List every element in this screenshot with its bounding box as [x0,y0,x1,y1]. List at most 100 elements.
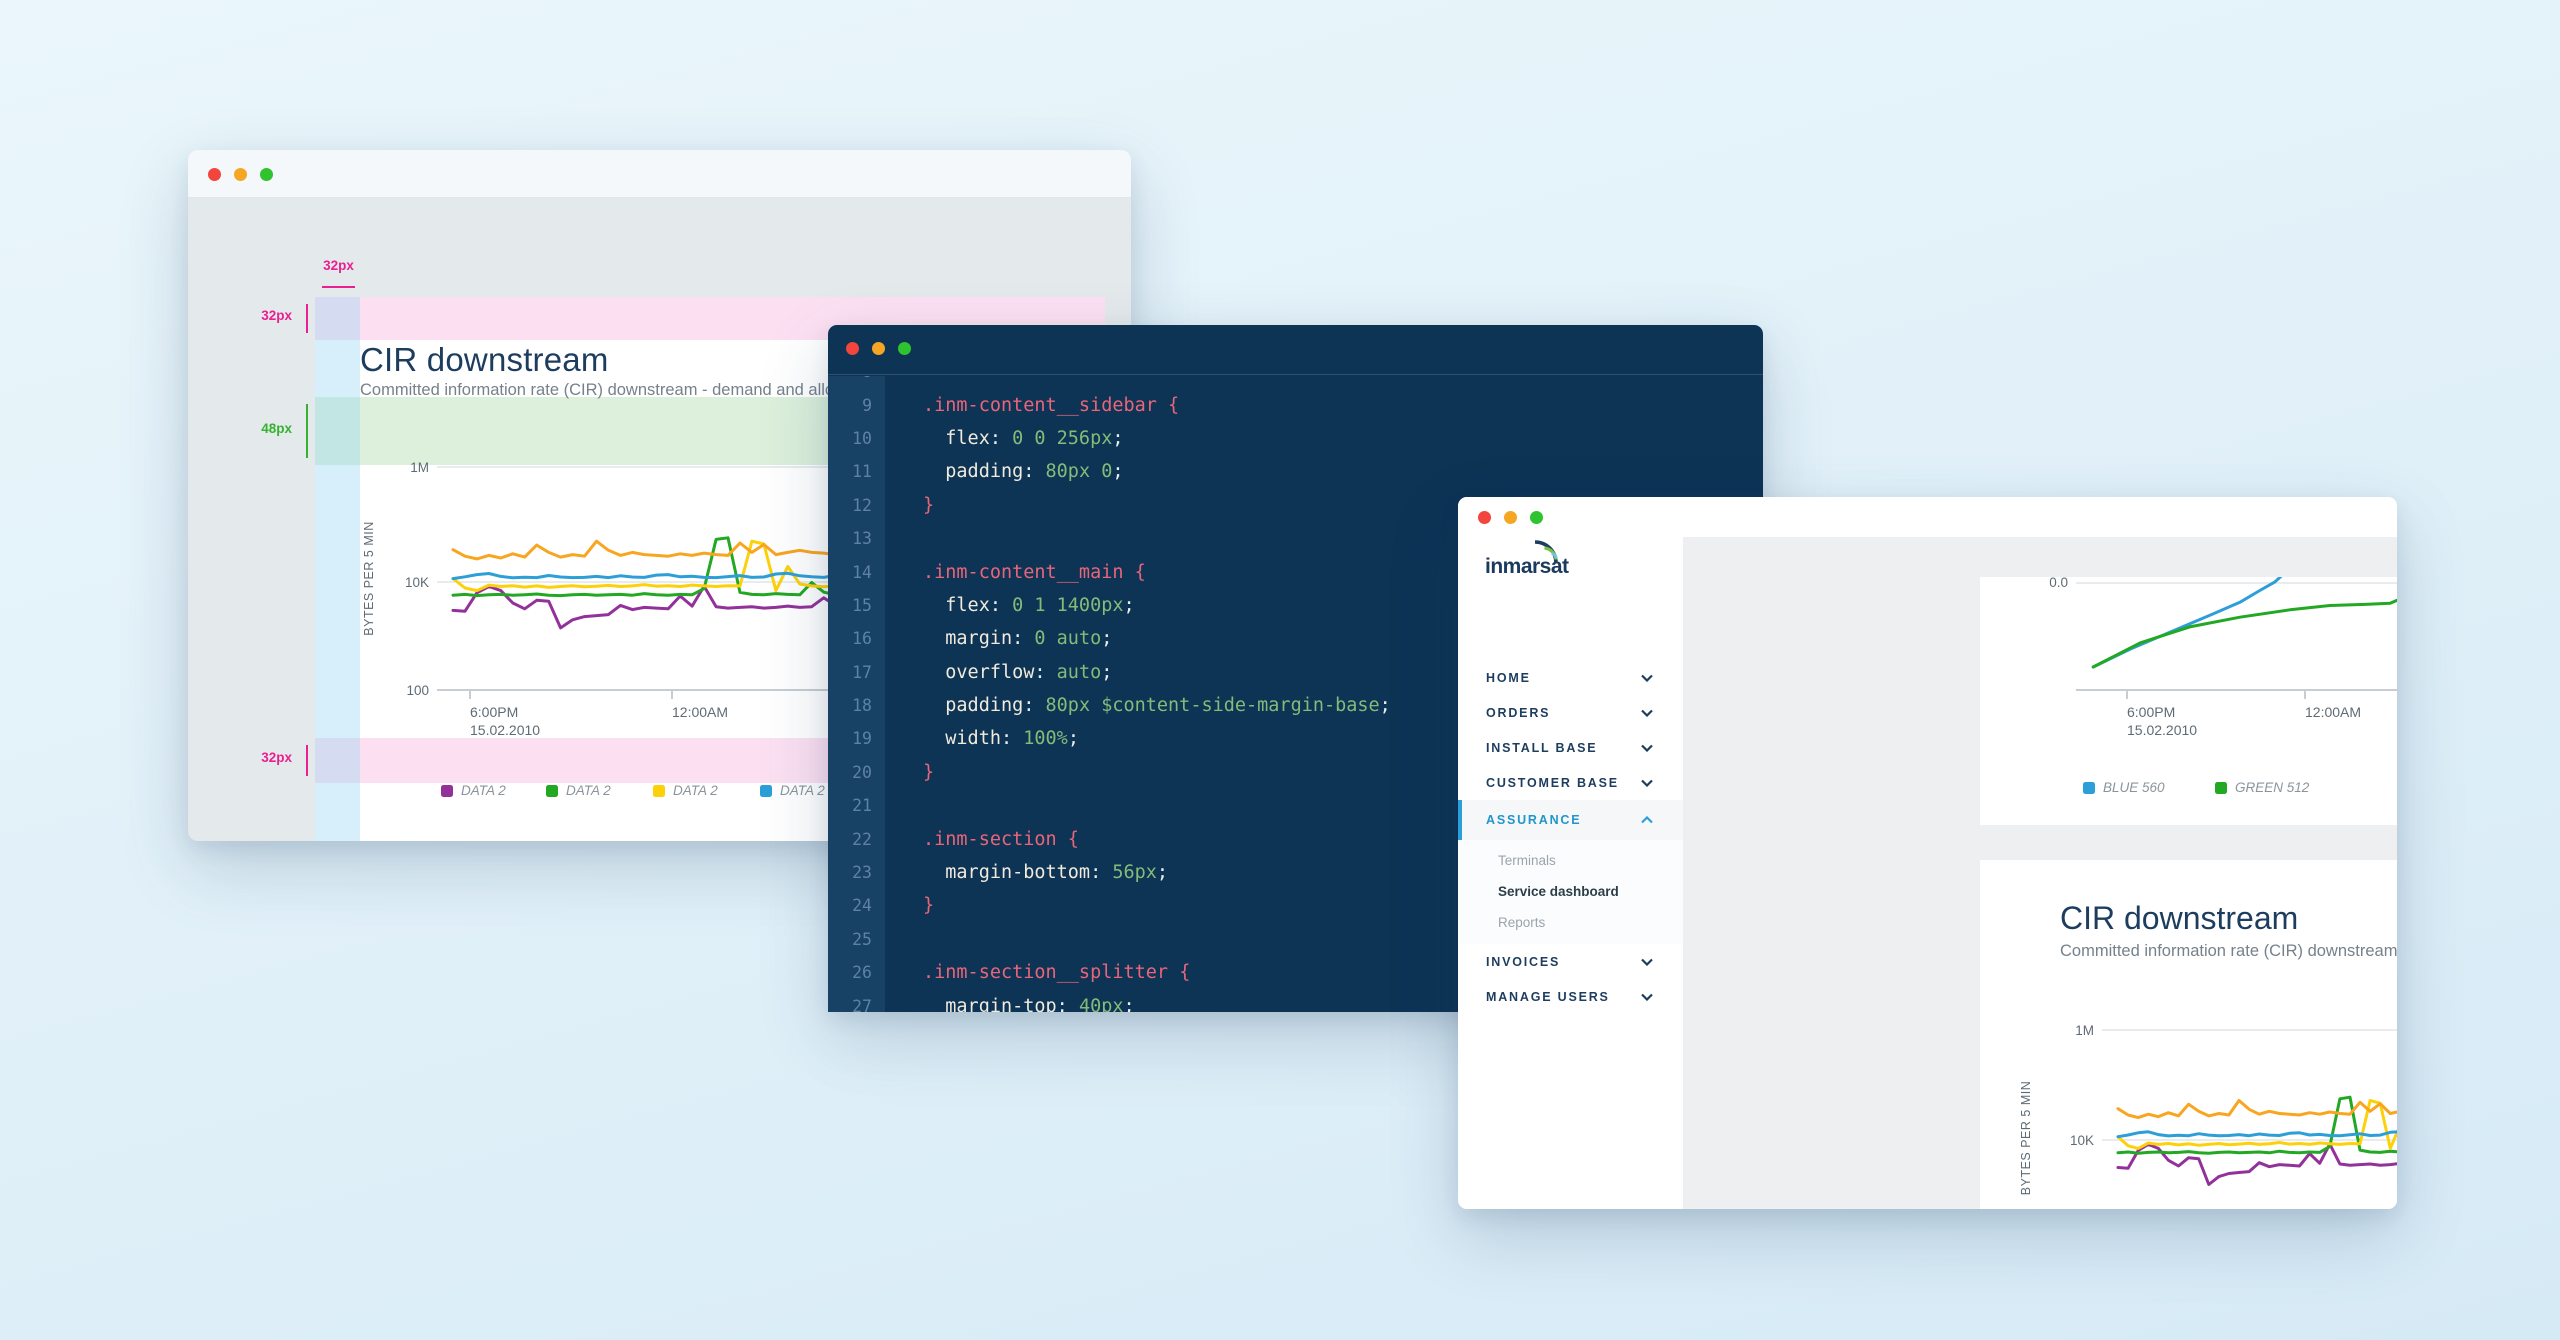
window-titlebar [828,325,1763,375]
line-number: 21 [852,796,872,816]
line-number: 17 [852,662,872,682]
line-number: 10 [852,428,872,448]
code-line-24: 24} [828,889,1763,922]
line-number: 14 [852,562,872,582]
close-window-button[interactable] [1478,511,1491,524]
code-token-punc: ; [1112,427,1124,449]
code-token-punc: : [1023,461,1046,483]
minimize-window-button[interactable] [234,168,247,181]
legend-item[interactable]: BLUE 560 [2083,780,2165,795]
code-token-punc: ; [1101,661,1113,683]
zoom-window-button[interactable] [898,342,911,355]
legend-item: DATA 2 [653,783,718,798]
code-editor-area[interactable]: 8 9 .inm-content__sidebar {10 flex: 0 0 25… [828,376,1763,1012]
series-line [2091,577,2283,669]
code-token-prop: flex [923,427,990,449]
code-line-18: 18 padding: 80px $content-side-margin-ba… [828,689,1763,722]
sidebar-item-manage-users[interactable]: MANAGE USERS [1458,979,1683,1014]
code-token-punc: : [989,594,1013,616]
close-window-button[interactable] [846,342,859,355]
sidebar-item-install-base[interactable]: INSTALL BASE [1458,730,1683,765]
close-window-button[interactable] [208,168,221,181]
inmarsat-logo[interactable]: inmarsat [1485,540,1569,579]
line-number: 24 [852,896,872,916]
code-token-punc: : [1000,728,1024,750]
line-number: 8 [828,376,885,381]
card-title: CIR downstream [360,341,609,378]
zoom-window-button[interactable] [1530,511,1543,524]
code-token-punc: ; [1379,695,1391,717]
card-subtitle: Committed information rate (CIR) downstr… [360,381,875,399]
xtick-time: 6:00PM [470,704,518,720]
code-token-prop: margin-top [923,995,1057,1012]
code-token-val: 0 auto [1034,628,1102,650]
xtick-time: 6:00PM [2127,704,2175,720]
legend-swatch-green [546,784,558,797]
series-line [2116,1142,2397,1186]
code-token-punc: : [1090,862,1113,884]
line-number: 18 [852,696,872,716]
legend-item[interactable]: GREEN 512 [2215,780,2309,795]
code-token-val: 0 0 256px [1012,427,1113,449]
sidebar-subitem-terminals[interactable]: Terminals [1458,846,1683,874]
zoom-window-button[interactable] [260,168,273,181]
code-token-val: 56px [1112,862,1157,884]
measure-arrow-vertical-icon [306,745,308,776]
code-token-punc: : [1034,661,1057,683]
code-token-prop: margin [923,628,1013,650]
sidebar-subitem-reports[interactable]: Reports [1458,908,1683,936]
series-line [2116,1095,2397,1155]
sidebar-item-label: ASSURANCE [1486,813,1582,827]
minimize-window-button[interactable] [872,342,885,355]
sidebar-item-customer-base[interactable]: CUSTOMER BASE [1458,765,1683,800]
chevron-down-icon [1641,744,1653,752]
card-title: CIR downstream [2060,900,2299,936]
legend-swatch-green [2215,781,2227,794]
measure-arrow-vertical-icon [306,304,308,333]
sidebar-subitem-service-dashboard[interactable]: Service dashboard [1458,874,1683,908]
measurement-label-bottom: 32px [261,750,292,765]
legend-label: DATA 2 [461,783,506,798]
code-token-punc: : [989,427,1013,449]
series-line [2116,1099,2397,1150]
code-token-prop: overflow [923,661,1035,683]
code-line-10: 10 flex: 0 0 256px; [828,422,1763,455]
chevron-down-icon [1641,958,1653,966]
code-token-brace: { [1179,962,1191,984]
chevron-up-icon [1641,816,1653,824]
xtick-time: 12:00AM [2305,704,2361,720]
sidebar-item-label: MANAGE USERS [1486,989,1610,1004]
line-number: 12 [852,495,872,515]
code-token-punc: ; [1156,862,1169,884]
series-line [2091,598,2397,669]
minimize-window-button[interactable] [1504,511,1517,524]
line-number: 25 [852,929,872,949]
sidebar-item-label: CUSTOMER BASE [1486,775,1619,790]
code-token-prop: flex [923,594,990,616]
line-number: 26 [852,963,872,983]
code-token-sel: .inm-content__main [923,561,1135,583]
legend-swatch-purple [441,784,453,797]
card-subtitle: Committed information rate (CIR) downstr… [2060,942,2397,960]
sidebar-item-invoices[interactable]: INVOICES [1458,944,1683,979]
sidebar-item-orders[interactable]: ORDERS [1458,695,1683,730]
sidebar-item-assurance[interactable]: ASSURANCE [1458,800,1683,840]
code-token-punc: : [1012,628,1035,650]
sidebar-item-home[interactable]: HOME [1458,660,1683,695]
code-token-brace: } [923,895,935,917]
line-number: 23 [852,863,872,883]
code-token-brace: } [923,494,935,516]
code-token-brace: } [923,761,935,783]
line-number: 11 [852,462,872,482]
code-line-25: 25 [828,923,1763,956]
code-line-16: 16 margin: 0 auto; [828,622,1763,655]
sidebar-nav: HOME ORDERS INSTALL BASE CUSTOMER BASE ASSUR… [1458,660,1683,1014]
code-token-val: 80px $content-side-margin-base [1045,695,1380,717]
legend-item: DATA 2 [441,783,506,798]
code-token-punc: ; [1123,995,1135,1012]
code-line-27: 27 margin-top: 40px; [828,989,1763,1012]
dashboard-window: 0.0 6:00PM 15.02.2010 12:00AM 6:00AM 16.02.20… [1458,497,2397,1209]
legend-swatch-blue [2083,781,2095,794]
